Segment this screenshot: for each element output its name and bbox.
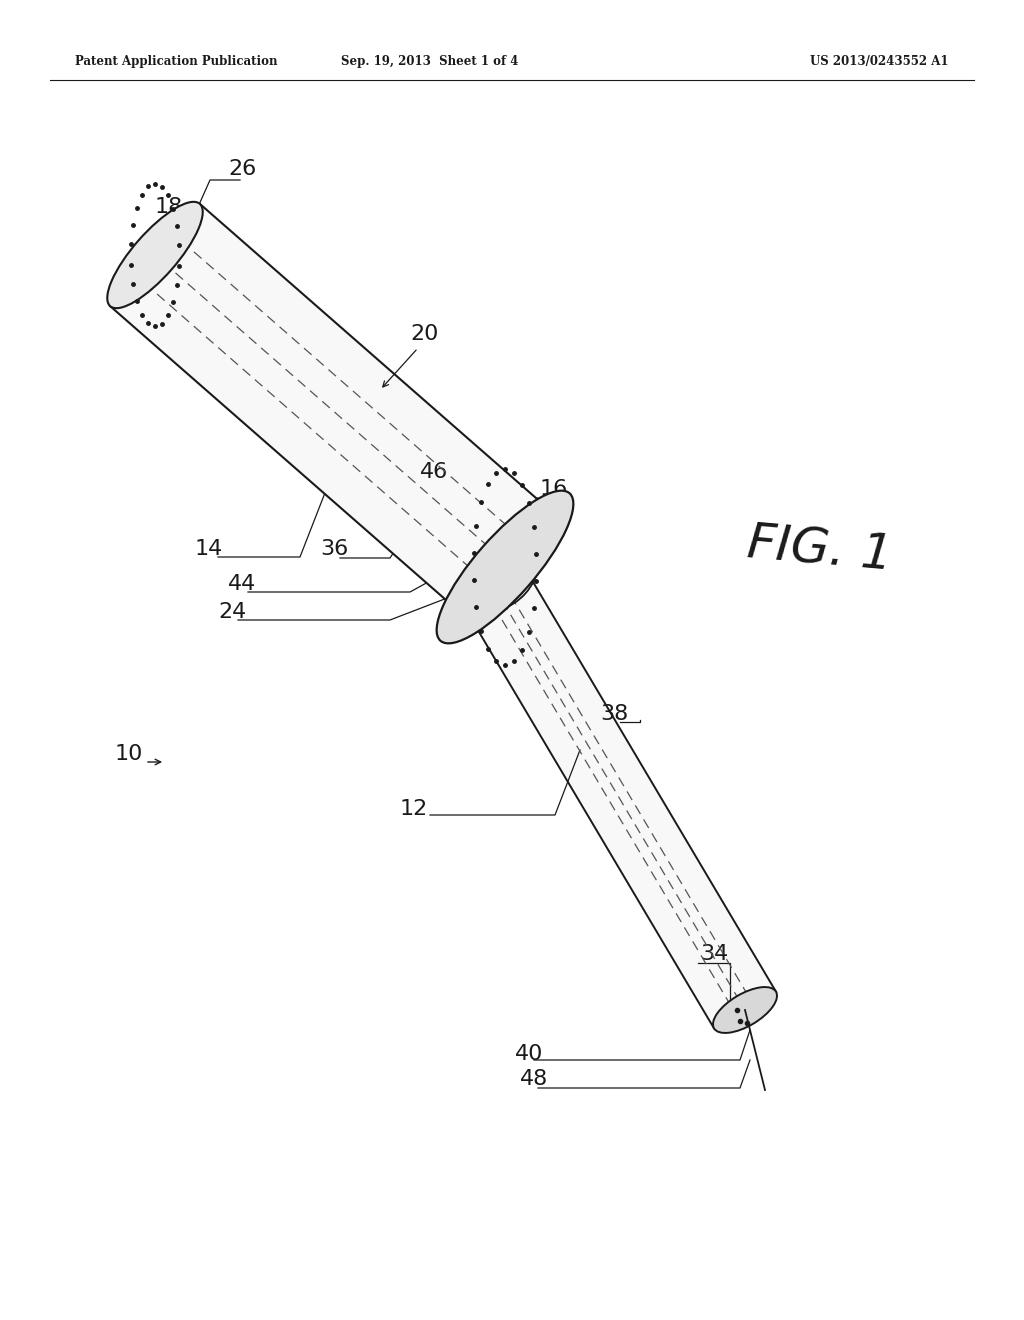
Ellipse shape	[471, 540, 539, 610]
Text: 46: 46	[420, 462, 449, 482]
Text: US 2013/0243552 A1: US 2013/0243552 A1	[810, 55, 948, 69]
Text: 20: 20	[410, 323, 438, 345]
Ellipse shape	[713, 987, 777, 1034]
Text: 48: 48	[520, 1069, 548, 1089]
Text: 36: 36	[319, 539, 348, 558]
Text: 26: 26	[228, 158, 256, 180]
Ellipse shape	[436, 491, 573, 643]
Text: 14: 14	[195, 539, 223, 558]
Polygon shape	[459, 561, 776, 1028]
Text: Patent Application Publication: Patent Application Publication	[75, 55, 278, 69]
Text: 44: 44	[228, 574, 256, 594]
Text: 16: 16	[540, 479, 568, 499]
Polygon shape	[111, 203, 560, 622]
Text: Sep. 19, 2013  Sheet 1 of 4: Sep. 19, 2013 Sheet 1 of 4	[341, 55, 519, 69]
Text: 34: 34	[700, 944, 728, 964]
Text: 12: 12	[400, 799, 428, 818]
Text: FIG. 1: FIG. 1	[745, 520, 895, 581]
Text: 40: 40	[515, 1044, 544, 1064]
Text: 38: 38	[600, 704, 629, 723]
Text: 18: 18	[155, 197, 183, 216]
Text: 24: 24	[218, 602, 246, 622]
Text: 10: 10	[115, 744, 143, 764]
Ellipse shape	[108, 202, 203, 308]
